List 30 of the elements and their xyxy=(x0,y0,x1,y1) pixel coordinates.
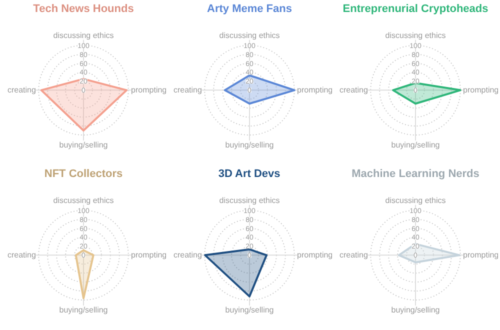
spoke-label: buying/selling xyxy=(59,140,108,150)
chart-title: 3D Art Devs xyxy=(218,168,280,180)
spoke-label: buying/selling xyxy=(391,140,440,150)
spoke-label: buying/selling xyxy=(225,305,274,314)
spoke-label: creating xyxy=(173,250,202,260)
spoke-label: prompting xyxy=(297,86,333,95)
spoke-label: creating xyxy=(339,86,368,95)
chart-title: Tech News Hounds xyxy=(33,3,134,16)
spoke-label: creating xyxy=(7,250,36,260)
chart-title: Arty Meme Fans xyxy=(207,3,292,16)
spoke-label: creating xyxy=(7,86,36,95)
spoke-label: creating xyxy=(339,250,368,260)
spoke-label: prompting xyxy=(131,86,167,95)
spoke-label: buying/selling xyxy=(225,140,274,150)
chart-title: NFT Collectors xyxy=(44,168,123,180)
spoke-label: discussing ethics xyxy=(53,196,114,205)
spoke-label: prompting xyxy=(463,250,499,260)
chart-title: Entreprenurial Cryptoheads xyxy=(342,3,488,16)
spoke-label: discussing ethics xyxy=(53,30,114,40)
spoke-label: creating xyxy=(173,86,202,95)
spoke-label: prompting xyxy=(297,250,333,260)
spoke-label: discussing ethics xyxy=(385,30,446,40)
chart-title: Machine Learning Nerds xyxy=(352,168,480,180)
spoke-label: prompting xyxy=(131,250,167,260)
spoke-label: buying/selling xyxy=(59,305,108,314)
spoke-label: buying/selling xyxy=(391,305,440,314)
spoke-label: discussing ethics xyxy=(219,196,280,205)
spoke-label: prompting xyxy=(463,86,499,95)
spoke-label: discussing ethics xyxy=(219,30,280,40)
spoke-label: discussing ethics xyxy=(385,196,446,205)
